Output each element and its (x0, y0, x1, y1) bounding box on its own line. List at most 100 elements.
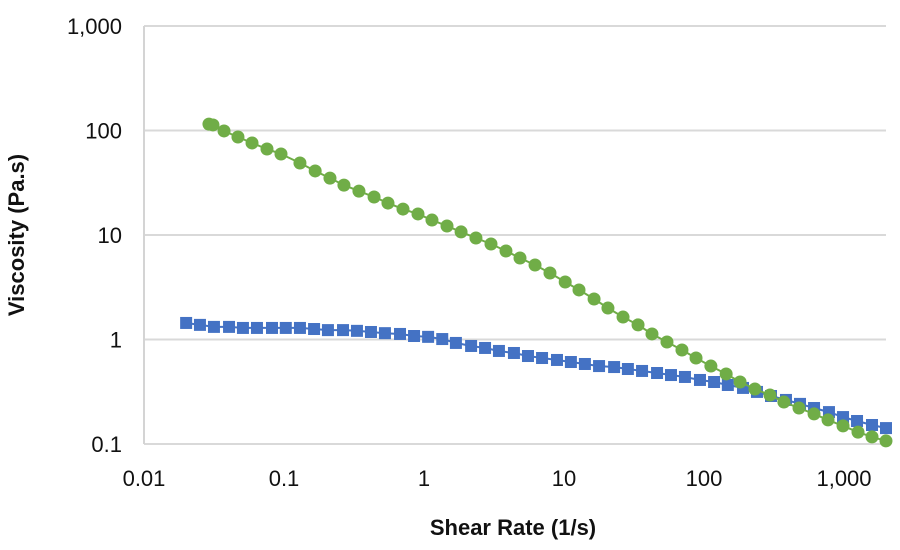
data-point-circle (513, 251, 527, 265)
data-point-square (721, 378, 734, 391)
data-point-square (279, 321, 292, 334)
data-point-circle (469, 231, 483, 245)
data-point-square (378, 327, 391, 340)
data-point-circle (851, 425, 865, 439)
data-point-square (708, 376, 721, 389)
y-tick-label: 1 (110, 328, 122, 353)
data-point-square (193, 318, 206, 331)
data-point-square (492, 344, 505, 357)
data-point-circle (454, 225, 468, 239)
data-point-square (636, 364, 649, 377)
data-point-square (436, 333, 449, 346)
data-point-square (693, 373, 706, 386)
data-point-circle (528, 258, 542, 272)
data-point-circle (748, 382, 762, 396)
data-point-square (664, 369, 677, 382)
data-point-circle (425, 213, 439, 227)
data-point-circle (675, 343, 689, 357)
data-point-circle (484, 237, 498, 251)
data-point-circle (836, 419, 850, 433)
data-point-circle (499, 244, 513, 258)
data-point-circle (792, 401, 806, 415)
y-tick-label: 100 (85, 119, 122, 144)
y-tick-label: 10 (98, 223, 122, 248)
data-point-circle (763, 388, 777, 402)
data-point-circle (245, 136, 259, 150)
data-point-circle (543, 266, 557, 280)
x-tick-label: 0.1 (269, 466, 300, 491)
data-point-circle (587, 292, 601, 306)
data-point-square (866, 418, 879, 431)
data-point-circle (323, 171, 337, 185)
series-layer (180, 117, 893, 448)
data-point-square (207, 320, 220, 333)
data-point-circle (381, 196, 395, 210)
data-point-square (564, 356, 577, 369)
data-point-square (521, 350, 534, 363)
data-point-circle (821, 413, 835, 427)
x-tick-label: 1 (418, 466, 430, 491)
data-point-circle (274, 147, 288, 161)
data-point-circle (206, 118, 220, 132)
y-tick-label: 0.1 (91, 432, 122, 457)
data-point-square (879, 422, 892, 435)
data-point-square (422, 330, 435, 343)
data-point-circle (367, 190, 381, 204)
data-point-square (350, 324, 363, 337)
x-tick-label: 100 (686, 466, 723, 491)
data-point-square (465, 339, 478, 352)
data-point-square (593, 360, 606, 373)
data-point-circle (719, 367, 733, 381)
data-point-circle (411, 207, 425, 221)
data-point-square (608, 361, 621, 374)
data-point-circle (689, 351, 703, 365)
data-point-circle (660, 335, 674, 349)
y-tick-label: 1,000 (67, 14, 122, 39)
data-point-circle (396, 202, 410, 216)
x-tick-label: 1,000 (816, 466, 871, 491)
data-point-square (536, 352, 549, 365)
data-point-square (479, 341, 492, 354)
data-point-circle (558, 275, 572, 289)
data-point-square (394, 327, 407, 340)
data-point-circle (337, 178, 351, 192)
y-tick-labels: 0.1 1 10 100 1,000 (67, 14, 122, 457)
data-point-circle (440, 219, 454, 233)
y-axis-title: Viscosity (Pa.s) (4, 154, 29, 316)
series-green (202, 117, 893, 448)
data-point-square (364, 325, 377, 338)
data-point-circle (777, 395, 791, 409)
x-tick-label: 0.01 (123, 466, 166, 491)
series-blue (180, 316, 892, 435)
data-point-circle (807, 407, 821, 421)
data-point-circle (733, 375, 747, 389)
data-point-circle (645, 327, 659, 341)
x-axis-title: Shear Rate (1/s) (430, 515, 596, 540)
x-tick-labels: 0.01 0.1 1 10 100 1,000 (123, 466, 872, 491)
data-point-circle (308, 164, 322, 178)
data-point-square (321, 324, 334, 337)
data-point-square (223, 320, 236, 333)
data-point-square (651, 366, 664, 379)
data-point-circle (572, 283, 586, 297)
data-point-circle (601, 301, 615, 315)
data-point-square (851, 414, 864, 427)
data-point-circle (260, 142, 274, 156)
data-point-square (180, 316, 193, 329)
data-point-circle (352, 184, 366, 198)
data-point-square (293, 321, 306, 334)
data-point-square (408, 330, 421, 343)
x-tick-label: 10 (552, 466, 576, 491)
data-point-square (578, 357, 591, 370)
data-point-circle (865, 430, 879, 444)
data-point-circle (631, 318, 645, 332)
data-point-circle (217, 124, 231, 138)
data-point-square (250, 321, 263, 334)
data-point-square (550, 353, 563, 366)
data-point-circle (231, 130, 245, 144)
data-point-circle (293, 156, 307, 170)
data-point-square (337, 324, 350, 337)
data-point-square (236, 321, 249, 334)
data-point-circle (616, 310, 630, 324)
